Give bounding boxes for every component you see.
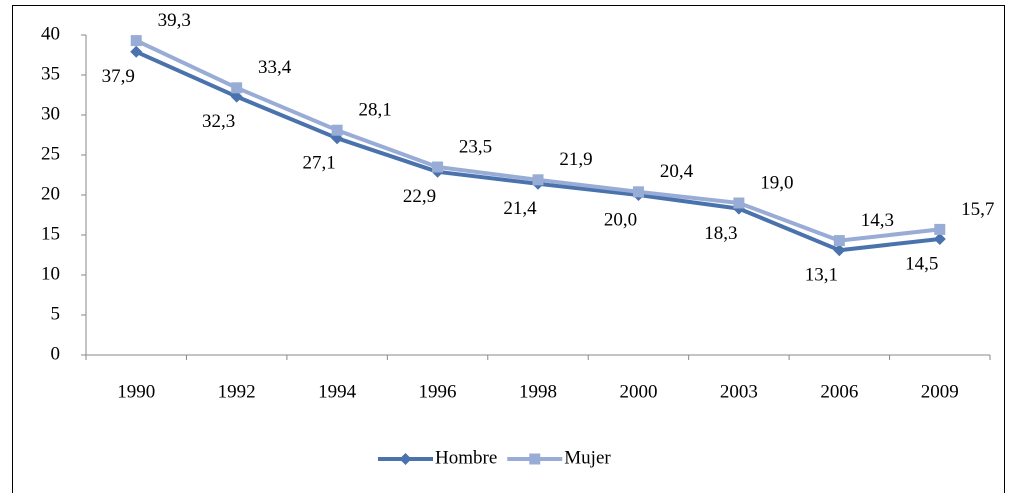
- data-label: 32,3: [202, 111, 235, 132]
- x-tick-label: 1996: [419, 381, 457, 402]
- data-label: 28,1: [358, 100, 391, 121]
- chart-border: [12, 5, 1005, 493]
- legend-label: Mujer: [564, 447, 611, 468]
- legend-label: Hombre: [435, 447, 497, 468]
- data-label: 15,7: [961, 199, 994, 220]
- x-tick-label: 2000: [619, 381, 657, 402]
- data-label: 21,4: [503, 198, 537, 219]
- y-tick-label: 15: [41, 223, 60, 244]
- marker: [833, 244, 846, 257]
- x-tick-label: 1994: [318, 381, 357, 402]
- x-tick-label: 2003: [720, 381, 758, 402]
- data-label: 27,1: [302, 153, 335, 174]
- marker: [331, 124, 343, 136]
- data-label: 33,4: [258, 57, 292, 78]
- data-label: 21,9: [559, 149, 592, 170]
- data-label: 14,5: [905, 253, 938, 274]
- marker: [130, 35, 142, 47]
- y-tick-label: 5: [51, 303, 61, 324]
- y-tick-label: 35: [41, 63, 60, 84]
- data-label: 39,3: [158, 10, 191, 31]
- x-tick-label: 1992: [218, 381, 256, 402]
- y-tick-label: 25: [41, 143, 60, 164]
- marker: [432, 161, 444, 173]
- data-label: 23,5: [459, 136, 492, 157]
- y-tick-label: 40: [41, 23, 60, 44]
- data-label: 22,9: [403, 186, 436, 207]
- marker: [632, 186, 644, 198]
- marker: [230, 90, 243, 103]
- marker: [733, 197, 745, 209]
- y-tick-label: 20: [41, 183, 60, 204]
- data-label: 37,9: [102, 66, 135, 87]
- marker: [231, 82, 243, 94]
- data-label: 20,0: [604, 209, 637, 230]
- y-tick-label: 30: [41, 103, 60, 124]
- marker: [130, 45, 143, 58]
- x-tick-label: 1998: [519, 381, 557, 402]
- data-label: 20,4: [660, 161, 694, 182]
- series-line: [135, 38, 940, 243]
- series-line: [135, 49, 940, 253]
- data-label: 19,0: [760, 172, 793, 193]
- marker: [933, 233, 946, 245]
- x-tick-label: 1990: [117, 381, 155, 402]
- data-label: 14,3: [861, 210, 894, 231]
- legend-marker: [529, 453, 541, 465]
- marker: [532, 174, 544, 186]
- marker: [934, 223, 946, 235]
- data-label: 18,3: [704, 223, 737, 244]
- x-tick-label: 2009: [921, 381, 959, 402]
- x-tick-label: 2006: [820, 381, 858, 402]
- marker: [833, 235, 845, 247]
- data-label: 13,1: [805, 265, 838, 286]
- y-tick-label: 10: [41, 263, 60, 284]
- legend-marker: [399, 453, 412, 465]
- y-tick-label: 0: [51, 343, 61, 364]
